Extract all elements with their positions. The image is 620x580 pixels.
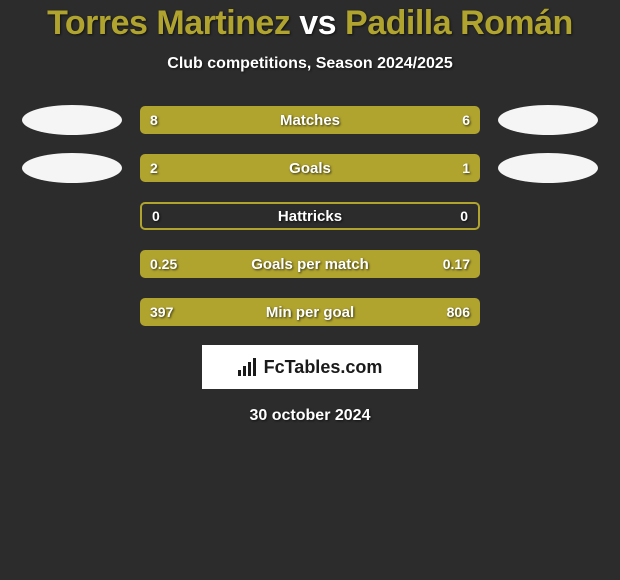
bar-segment-right [334, 106, 480, 134]
stat-row: 397806Min per goal [0, 297, 620, 327]
comparison-widget: Torres Martinez vs Padilla Román Club co… [0, 0, 620, 425]
bar-segment-left [140, 250, 344, 278]
bar-segment-right [344, 250, 480, 278]
stat-value-right: 0 [460, 204, 468, 228]
bar-chart-icon [238, 358, 258, 376]
stat-row: 0 0Hattricks [0, 201, 620, 231]
stat-bar: 0 0Hattricks [140, 202, 480, 230]
date-label: 30 october 2024 [0, 407, 620, 425]
player-ellipse-right [498, 153, 598, 183]
stat-bar: 0.250.17Goals per match [140, 250, 480, 278]
subtitle: Club competitions, Season 2024/2025 [0, 55, 620, 73]
player-ellipse-left [22, 105, 122, 135]
logo-box: FcTables.com [202, 345, 418, 389]
logo-text: FcTables.com [264, 357, 383, 378]
bar-segment-left [140, 106, 334, 134]
stat-row: 86Matches [0, 105, 620, 135]
stat-row: 0.250.17Goals per match [0, 249, 620, 279]
stat-value-left: 0 [152, 204, 160, 228]
player-ellipse-right [498, 105, 598, 135]
bar-segment-left [140, 298, 252, 326]
page-title: Torres Martinez vs Padilla Román [0, 4, 620, 43]
bar-segment-right [368, 154, 480, 182]
stat-bar: 86Matches [140, 106, 480, 134]
bar-segment-left [140, 154, 368, 182]
bar-segment-right [252, 298, 480, 326]
stat-bar: 21Goals [140, 154, 480, 182]
player-ellipse-left [22, 153, 122, 183]
stat-label: Hattricks [142, 204, 478, 228]
stats-block: 86Matches 21Goals 0 0Hattricks 0.250.17Goals… [0, 105, 620, 327]
stat-row: 21Goals [0, 153, 620, 183]
stat-bar: 397806Min per goal [140, 298, 480, 326]
